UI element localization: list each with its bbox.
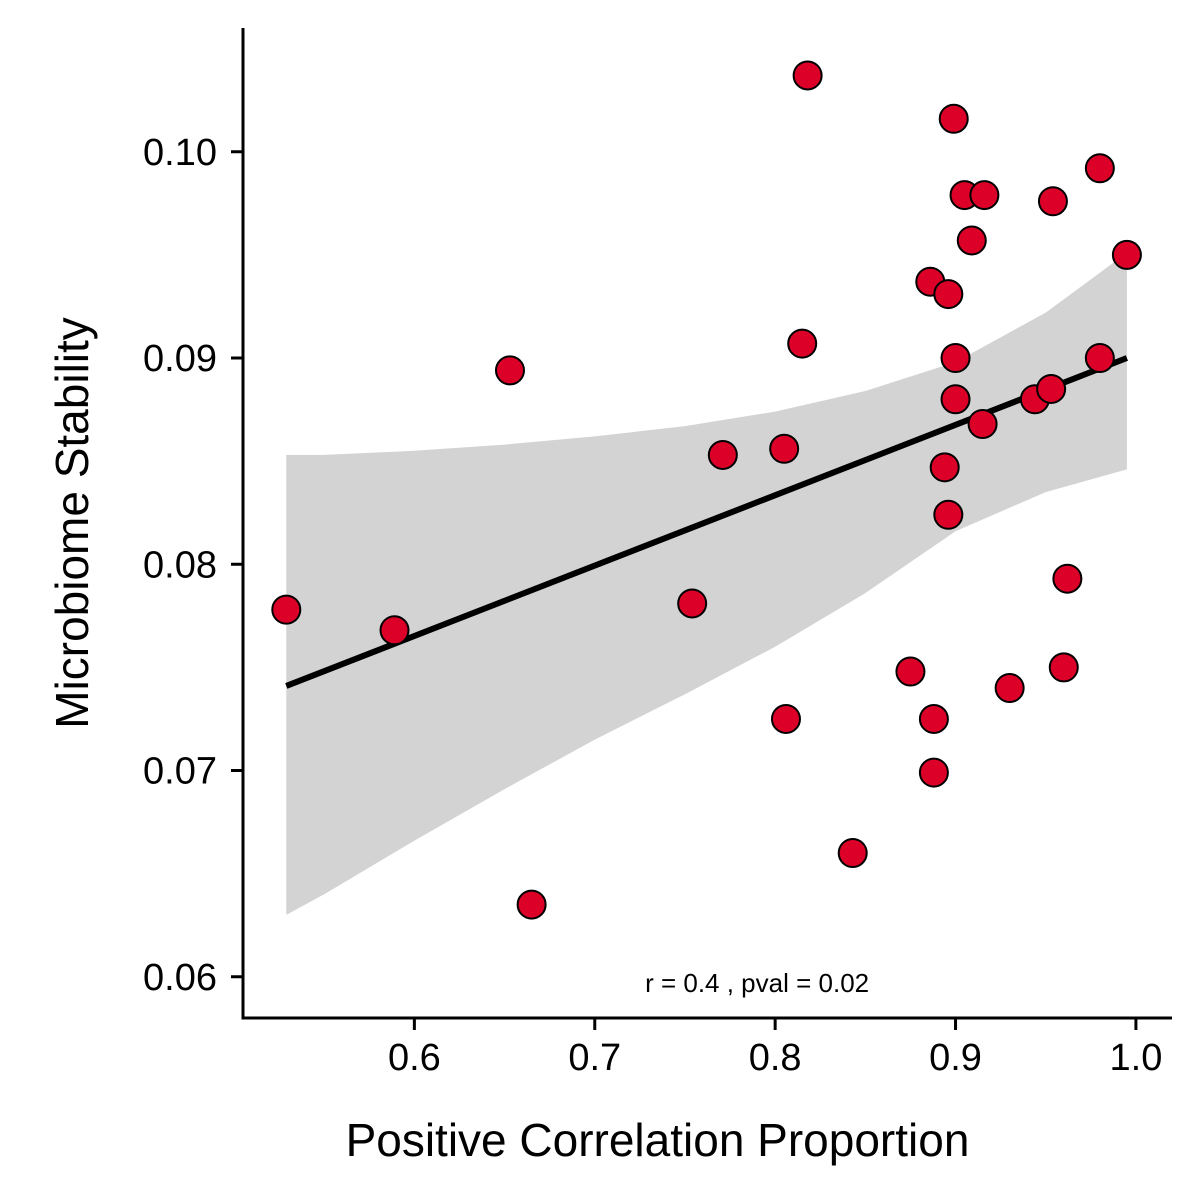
scatter-point	[837, 838, 868, 868]
scatter-point	[938, 103, 969, 134]
scatter-point	[1084, 153, 1115, 184]
scatter-point	[933, 279, 964, 310]
y-tick-label: 0.10	[143, 132, 217, 174]
confidence-band-layer	[286, 252, 1127, 915]
scatter-point	[1111, 239, 1142, 270]
scatter-point	[1052, 563, 1083, 594]
scatter-point	[787, 328, 818, 359]
scatter-point	[933, 499, 964, 530]
scatter-point	[918, 703, 949, 734]
scatter-point	[956, 225, 987, 256]
correlation-annotation: r = 0.4 , pval = 0.02	[645, 968, 869, 998]
x-tick-label: 0.6	[388, 1037, 441, 1079]
x-tick-label: 1.0	[1110, 1037, 1163, 1079]
scatter-point	[929, 452, 960, 483]
scatter-point	[677, 588, 708, 619]
x-tick-label: 0.8	[749, 1037, 802, 1079]
scatter-point	[940, 343, 971, 373]
y-tick-label: 0.08	[143, 544, 217, 586]
y-tick-label: 0.07	[143, 751, 217, 793]
scatter-point	[1048, 652, 1079, 683]
x-tick-label: 0.7	[568, 1037, 621, 1079]
x-tick-label: 0.9	[929, 1037, 982, 1079]
scatter-point	[379, 615, 410, 646]
scatter-point	[770, 703, 801, 734]
scatter-point	[940, 384, 971, 415]
scatter-point	[967, 409, 998, 439]
scatter-point	[1084, 343, 1115, 373]
points-layer	[271, 60, 1142, 920]
scatter-point	[769, 433, 800, 464]
scatter-point	[792, 60, 823, 91]
scatter-point	[707, 439, 738, 470]
scatter-point	[918, 757, 949, 788]
scatter-point	[895, 656, 926, 687]
y-axis-title: Microbiome Stability	[46, 317, 98, 729]
scatter-point	[994, 673, 1025, 703]
scatter-point	[516, 889, 547, 920]
scatter-point	[494, 355, 525, 386]
confidence-band	[286, 252, 1127, 915]
scatter-point	[1036, 373, 1067, 404]
scatter-point	[969, 180, 1000, 211]
y-tick-label: 0.06	[143, 957, 217, 999]
scatter-point	[1037, 186, 1068, 217]
scatter-point	[271, 594, 302, 625]
y-tick-label: 0.09	[143, 338, 217, 380]
x-axis-title: Positive Correlation Proportion	[346, 1114, 970, 1166]
axes-layer: 0.6 0.7 0.8 0.9 1.0 0.06 0.07 0.08 0.09 0.10	[143, 28, 1172, 1079]
